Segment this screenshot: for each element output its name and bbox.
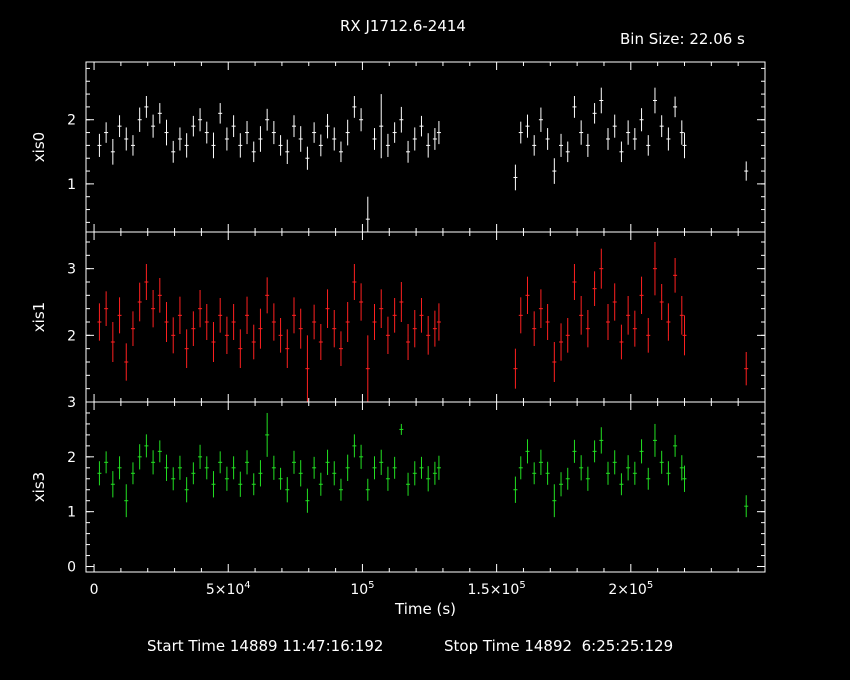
x-tick-label: 105	[350, 580, 374, 598]
panel-frame-xis0	[85, 61, 766, 233]
y-tick-label: 2	[67, 113, 76, 129]
y-axis-label-xis3: xis3	[30, 472, 48, 502]
y-tick-label: 1	[67, 177, 76, 193]
y-tick-label: 3	[67, 262, 76, 278]
y-tick-label: 2	[67, 450, 76, 466]
y-tick-label: 2	[67, 328, 76, 344]
panel-frame-xis1	[85, 231, 766, 403]
y-tick-label: 1	[67, 505, 76, 521]
x-tick-label: 5×104	[206, 580, 251, 598]
y-tick-label: 0	[67, 560, 76, 576]
x-tick-label: 1.5×105	[468, 580, 526, 598]
stop-time-label: Stop Time 14892 6:25:25:129	[444, 637, 674, 655]
chart-title: RX J1712.6-2414	[340, 17, 466, 35]
x-tick-label: 2×105	[608, 580, 653, 598]
bin-size-label: Bin Size: 22.06 s	[620, 30, 745, 48]
x-tick-label: 0	[90, 582, 99, 598]
start-time-label: Start Time 14889 11:47:16:192	[147, 637, 384, 655]
y-axis-label-xis1: xis1	[30, 302, 48, 332]
panel-frame-xis3	[85, 401, 766, 573]
y-axis-label-xis0: xis0	[30, 132, 48, 162]
x-axis-label: Time (s)	[394, 600, 456, 618]
y-tick-label: 3	[67, 395, 76, 411]
